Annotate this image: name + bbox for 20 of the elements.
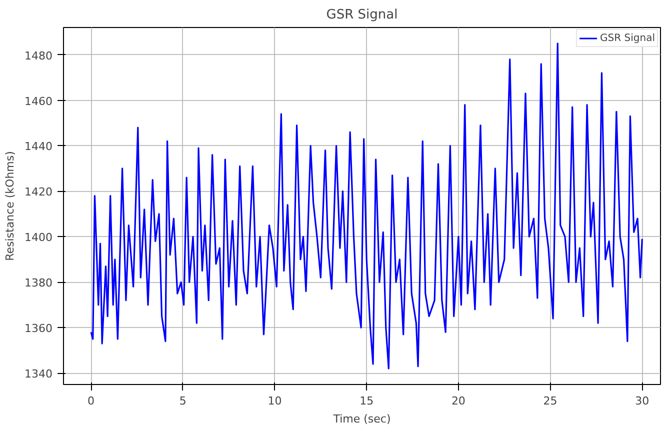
x-tick-label: 0 [88,394,95,408]
y-tick-label: 1440 [24,140,53,154]
x-axis-title: Time (sec) [332,412,391,426]
x-tick-label: 5 [179,394,186,408]
y-tick-label: 1480 [24,49,53,62]
y-tick-label: 1420 [24,186,53,199]
y-tick-label: 1400 [24,231,53,244]
y-tick-label: 1340 [24,368,53,381]
chart-title: GSR Signal [326,8,398,22]
x-tick-label: 30 [635,394,650,408]
legend-label: GSR Signal [600,32,655,44]
x-tick-label: 25 [543,394,558,408]
line-series [90,42,643,370]
y-axis-title: Resistance (kOhms) [4,151,17,261]
x-tick-label: 10 [268,394,282,408]
y-tick-label: 1380 [24,276,53,290]
x-tick-label: 15 [360,394,374,408]
y-tick-label: 1360 [24,322,53,336]
x-tick-label: 20 [451,394,466,408]
y-tick-label: 1460 [24,94,53,108]
